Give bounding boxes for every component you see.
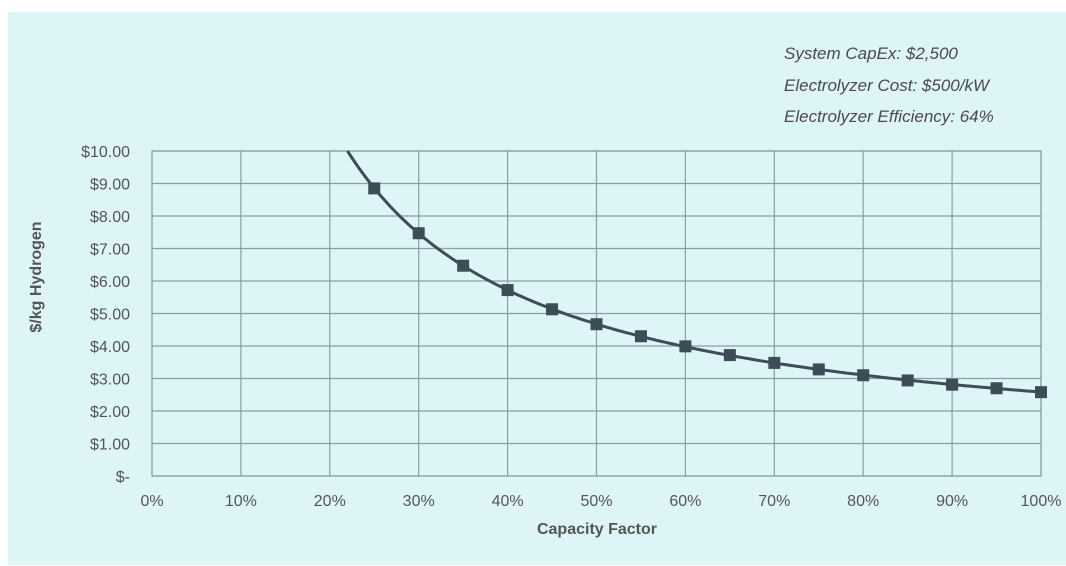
- y-tick-label: $9.00: [90, 177, 130, 194]
- x-tick-label: 90%: [936, 493, 968, 510]
- data-point-marker: [812, 363, 825, 376]
- series-markers: [368, 182, 1047, 399]
- x-tick-label: 50%: [580, 493, 612, 510]
- data-point-marker: [412, 227, 425, 240]
- y-tick-label: $7.00: [90, 242, 130, 259]
- y-tick-label: $1.00: [90, 437, 130, 454]
- data-point-marker: [723, 349, 736, 362]
- data-point-marker: [634, 330, 647, 343]
- data-point-marker: [768, 356, 781, 369]
- x-tick-label: 80%: [847, 493, 879, 510]
- y-tick-label: $-: [116, 469, 130, 486]
- y-tick-labels: $- $1.00 $2.00 $3.00 $4.00 $5.00 $6.00 $7.00 $8.…: [81, 144, 130, 486]
- y-tick-label: $3.00: [90, 372, 130, 389]
- y-tick-label: $10.00: [81, 144, 130, 161]
- y-axis-title: $/kg Hydrogen: [28, 221, 45, 332]
- y-tick-label: $8.00: [90, 209, 130, 226]
- plot-border: [151, 150, 1042, 477]
- annotation-system-capex: System CapEx: $2,500: [784, 44, 958, 63]
- x-tick-label: 20%: [314, 493, 346, 510]
- y-tick-label: $6.00: [90, 274, 130, 291]
- chart-panel: [8, 12, 1066, 565]
- y-tick-label: $2.00: [90, 404, 130, 421]
- cost-curve: [346, 150, 1042, 394]
- data-point-marker: [546, 303, 559, 316]
- annotation-electrolyzer-cost: Electrolyzer Cost: $500/kW: [784, 76, 990, 95]
- x-tick-label: 100%: [1021, 493, 1062, 510]
- x-tick-label: 0%: [140, 493, 163, 510]
- x-tick-labels: 0% 10% 20% 30% 40% 50% 60% 70% 80% 90% 100%: [140, 493, 1061, 510]
- data-point-marker: [857, 369, 870, 382]
- x-tick-label: 10%: [225, 493, 257, 510]
- y-tick-label: $5.00: [90, 307, 130, 324]
- data-point-marker: [501, 284, 514, 297]
- data-point-marker: [1035, 386, 1047, 399]
- data-point-marker: [990, 382, 1003, 395]
- x-tick-label: 70%: [758, 493, 790, 510]
- data-point-marker: [590, 318, 603, 331]
- series-line: [346, 150, 1042, 394]
- grid: [151, 150, 1042, 477]
- x-tick-label: 30%: [403, 493, 435, 510]
- x-tick-label: 60%: [669, 493, 701, 510]
- data-point-marker: [457, 259, 470, 272]
- data-point-marker: [901, 374, 914, 387]
- data-point-marker: [679, 340, 692, 353]
- x-axis-title: Capacity Factor: [537, 521, 657, 538]
- annotation-electrolyzer-efficiency: Electrolyzer Efficiency: 64%: [784, 107, 994, 126]
- data-point-marker: [368, 182, 381, 195]
- y-tick-label: $4.00: [90, 339, 130, 356]
- data-point-marker: [946, 378, 959, 391]
- x-tick-label: 40%: [492, 493, 524, 510]
